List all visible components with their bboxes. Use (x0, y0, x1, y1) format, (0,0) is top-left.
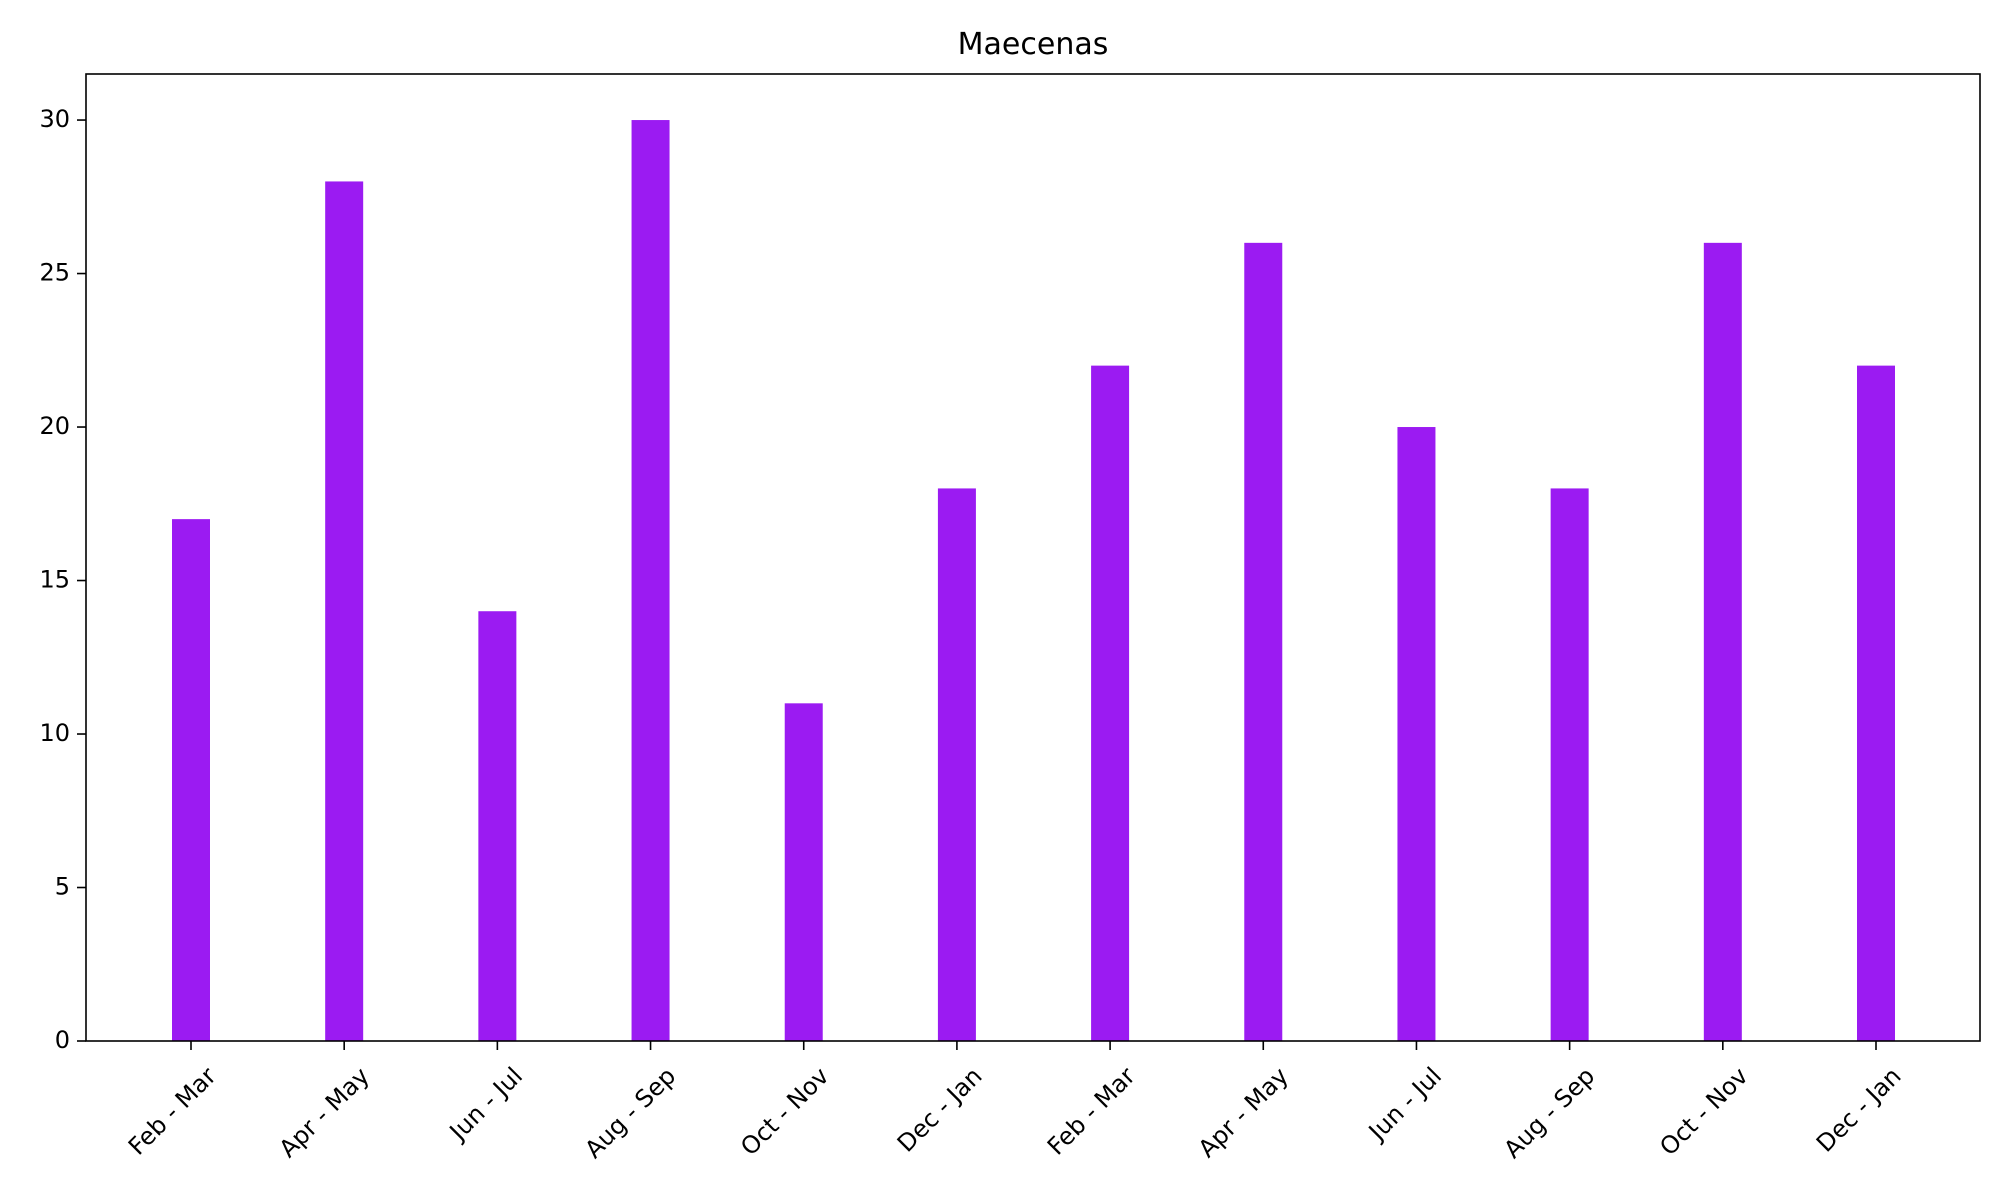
x-tick-label: Feb - Mar (123, 1062, 222, 1161)
x-tick-label: Feb - Mar (1042, 1062, 1141, 1161)
y-tick-label: 0 (55, 1026, 70, 1054)
plot-frame (85, 73, 1981, 1042)
x-tick-label: Dec - Jan (1811, 1062, 1907, 1158)
bar-9 (1397, 427, 1436, 1041)
bar-1 (172, 519, 210, 1041)
x-tick-label: Apr - May (1193, 1062, 1294, 1163)
bar-7 (1091, 365, 1130, 1041)
x-tick-label: Oct - Nov (1654, 1062, 1753, 1161)
bar-12 (1857, 365, 1895, 1041)
bar-2 (325, 181, 364, 1041)
bar-6 (937, 488, 976, 1041)
bar-8 (1244, 242, 1283, 1042)
x-tick-label: Oct - Nov (735, 1062, 834, 1161)
bar-10 (1550, 488, 1589, 1041)
y-tick-label: 15 (39, 566, 70, 594)
chart-title: Maecenas (958, 27, 1109, 62)
bar-3 (478, 611, 517, 1041)
bars-layer (172, 120, 1895, 1042)
x-tick-label: Apr - May (274, 1062, 375, 1163)
x-tick-label: Jun - Jul (443, 1062, 528, 1147)
y-tick-label: 25 (39, 259, 70, 287)
bar-5 (784, 703, 823, 1041)
y-tick-label: 10 (39, 719, 70, 747)
y-tick-label: 20 (39, 412, 70, 440)
y-tick-label: 30 (39, 105, 70, 133)
bar-4 (631, 120, 670, 1042)
y-tick-label: 5 (55, 873, 70, 901)
bar-11 (1703, 242, 1742, 1042)
x-tick-label: Dec - Jan (892, 1062, 988, 1158)
x-tick-label: Aug - Sep (1498, 1062, 1600, 1164)
x-tick-label: Aug - Sep (579, 1062, 681, 1164)
x-tick-label: Jun - Jul (1362, 1062, 1447, 1147)
